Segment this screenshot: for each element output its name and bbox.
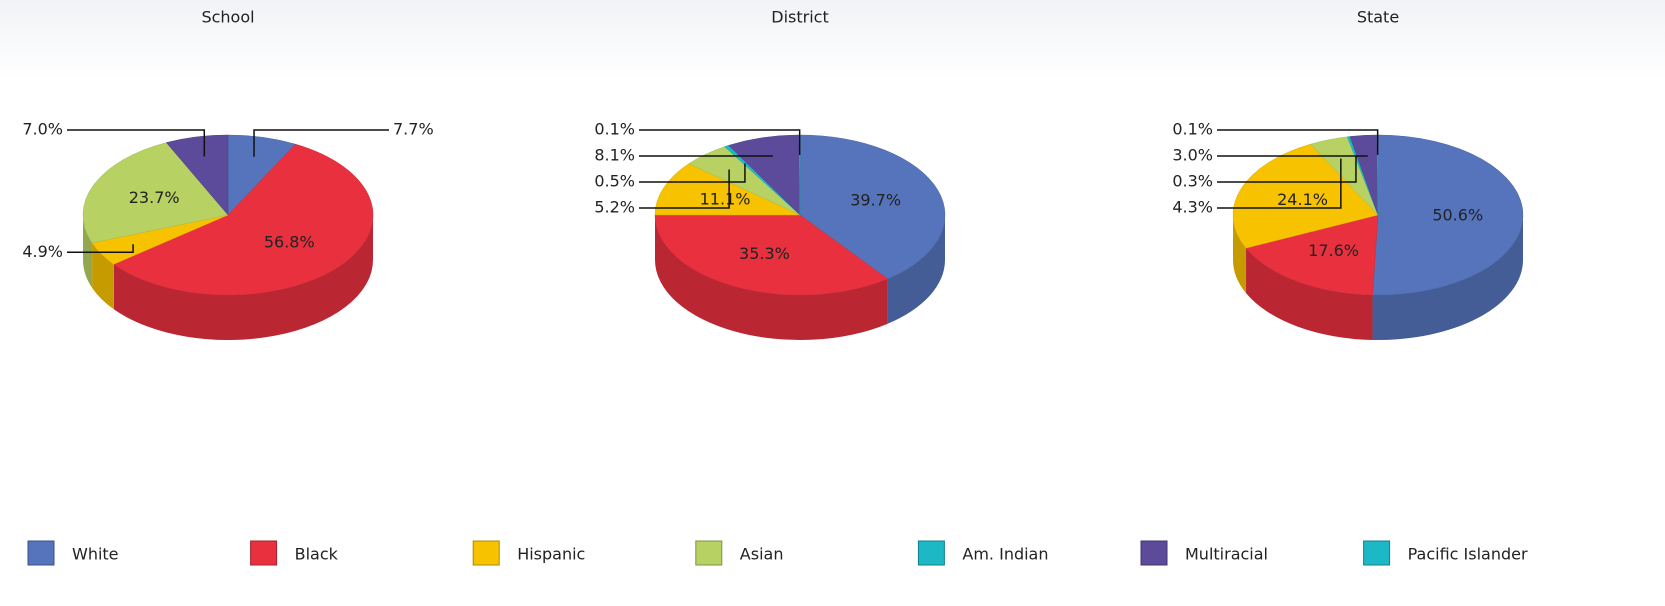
slice <box>113 143 374 296</box>
data-label: 50.6% <box>1432 205 1483 224</box>
slice <box>165 134 229 216</box>
legend-label: Hispanic <box>517 545 585 564</box>
legend-swatch <box>1140 540 1168 566</box>
data-label: 0.1% <box>594 120 635 139</box>
leader-line <box>1217 156 1357 183</box>
slice <box>799 134 946 280</box>
slice <box>82 142 229 244</box>
slice-side <box>1246 248 1373 340</box>
leader-line <box>639 163 746 183</box>
legend-label: Asian <box>740 545 784 564</box>
leader-line <box>1217 158 1342 209</box>
slice <box>654 214 888 296</box>
data-label: 7.7% <box>393 120 434 139</box>
leader-line <box>67 129 206 157</box>
slice-side <box>1233 215 1247 294</box>
data-label: 5.2% <box>594 198 635 217</box>
legend-swatch <box>472 540 500 566</box>
legend-label: Multiracial <box>1185 545 1268 564</box>
data-label: 4.3% <box>1172 198 1213 217</box>
legend-label: White <box>72 545 119 564</box>
leader-line <box>1217 155 1368 157</box>
legend-label: Black <box>295 545 339 564</box>
data-label: 0.1% <box>1172 120 1213 139</box>
slice <box>654 163 801 216</box>
data-label: 4.9% <box>22 242 63 261</box>
slice <box>1232 143 1379 249</box>
legend-swatch <box>27 540 55 566</box>
slice-side <box>113 215 373 340</box>
slice <box>1245 214 1379 296</box>
data-label: 11.1% <box>700 189 751 208</box>
data-label: 56.8% <box>264 233 315 252</box>
chart-title: District <box>771 8 828 27</box>
slice <box>1372 134 1524 296</box>
data-label: 0.5% <box>594 172 635 191</box>
legend-swatch <box>250 540 278 566</box>
legend-label: Pacific Islander <box>1408 545 1528 564</box>
leader-line <box>1217 129 1379 156</box>
leader-line <box>639 169 730 209</box>
legend-label: Am. Indian <box>962 545 1048 564</box>
data-label: 0.3% <box>1172 172 1213 191</box>
data-label: 8.1% <box>594 146 635 165</box>
data-label: 3.0% <box>1172 146 1213 165</box>
data-label: 24.1% <box>1277 190 1328 209</box>
slice-side <box>83 215 93 288</box>
chart-title: State <box>1357 8 1399 27</box>
leader-line <box>67 244 134 254</box>
data-label: 39.7% <box>850 191 901 210</box>
slice-side <box>887 215 945 324</box>
slice-side <box>92 242 114 310</box>
legend-swatch <box>917 540 945 566</box>
leader-line <box>639 129 801 156</box>
data-label: 7.0% <box>22 120 63 139</box>
data-label: 35.3% <box>739 244 790 263</box>
legend-swatch <box>695 540 723 566</box>
data-label: 23.7% <box>129 188 180 207</box>
leader-line <box>253 129 389 157</box>
data-label: 17.6% <box>1308 241 1359 260</box>
leader-line <box>639 155 773 158</box>
legend-swatch <box>1363 540 1391 566</box>
slice-side <box>1372 215 1523 340</box>
slice-side <box>655 215 888 340</box>
chart-title: School <box>201 8 254 27</box>
